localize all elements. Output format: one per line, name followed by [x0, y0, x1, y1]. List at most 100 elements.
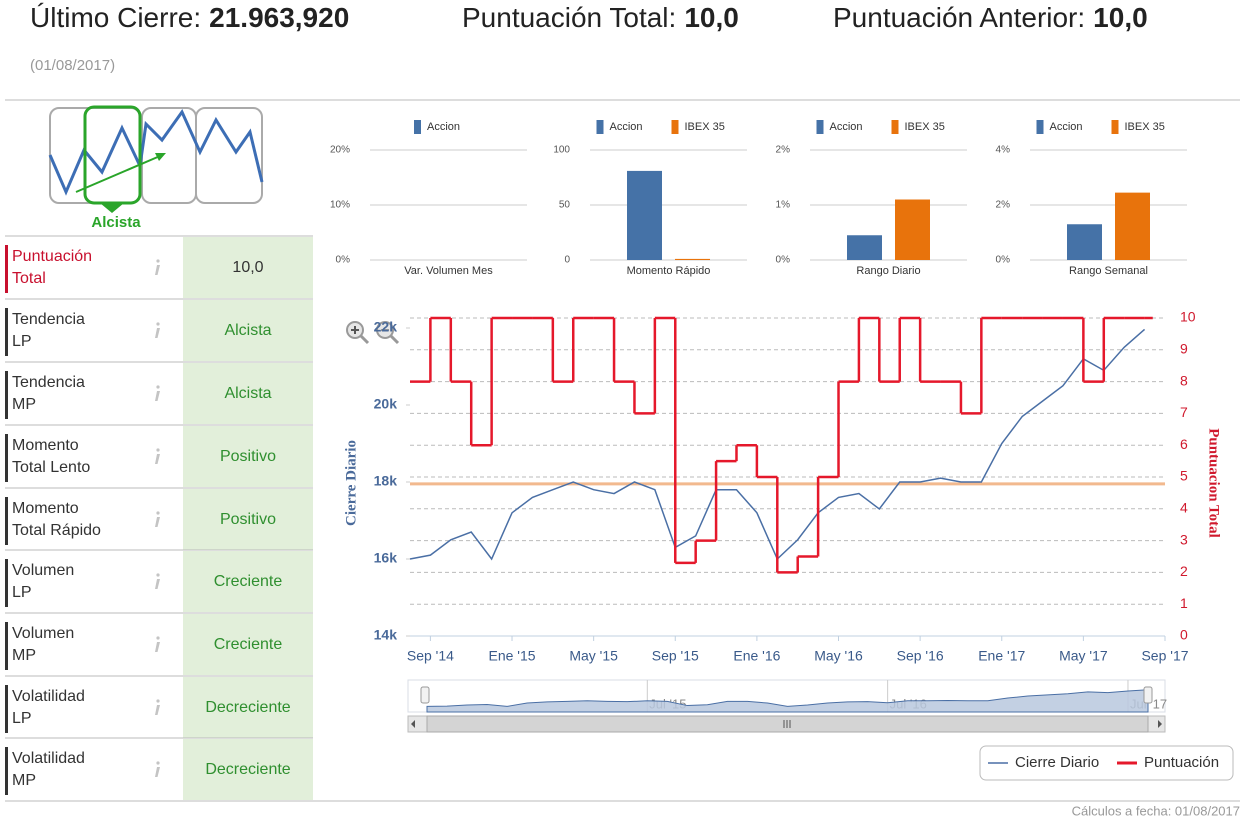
y-tick-label: 16k	[374, 550, 398, 566]
trend-label: Alcista	[91, 214, 141, 231]
y2-tick-label: 3	[1180, 531, 1188, 547]
info-icon[interactable]	[155, 385, 160, 401]
legend-label: Accion	[830, 121, 863, 133]
value-cell	[183, 489, 313, 550]
info-dot	[156, 448, 160, 452]
info-icon[interactable]	[155, 636, 160, 652]
row-marker	[5, 434, 8, 482]
y2-tick-label: 0	[1180, 627, 1188, 643]
y2-axis-title: Puntuacion Total	[1206, 428, 1222, 538]
y-tick-label: 0%	[776, 255, 791, 266]
value-cell	[183, 363, 313, 424]
legend-label[interactable]: Puntuación	[1144, 754, 1219, 771]
info-stem	[155, 391, 160, 401]
value-cell	[183, 677, 313, 738]
x-tick-label: Rango Semanal	[1069, 265, 1148, 277]
bar	[847, 235, 882, 260]
label-line: Tendencia	[12, 374, 85, 391]
y-tick-label: 20k	[374, 396, 398, 412]
footer: Cálculos a fecha: 01/08/2017	[1072, 803, 1240, 818]
legend-swatch	[1036, 120, 1044, 134]
row-label: Volumen LP	[12, 562, 74, 601]
x-tick-label: Sep '14	[407, 648, 454, 664]
y2-tick-label: 8	[1180, 372, 1188, 388]
info-dot	[156, 636, 160, 640]
info-icon[interactable]	[155, 761, 160, 777]
y-tick-label: 0	[564, 255, 570, 266]
row-label: Momento Total Lento	[12, 437, 90, 476]
info-icon[interactable]	[155, 322, 160, 338]
legend-swatch	[1111, 120, 1119, 134]
info-dot	[156, 573, 160, 577]
frame	[195, 107, 263, 204]
value-cell	[183, 300, 313, 361]
label-line: Tendencia	[12, 311, 85, 328]
row-marker	[5, 308, 8, 356]
value-cell	[183, 551, 313, 612]
label-line: Puntuación	[12, 248, 92, 265]
info-icon[interactable]	[155, 259, 160, 275]
row-label: Momento Total Rápido	[12, 500, 101, 539]
y-axis-title: Cierre Diario	[343, 440, 359, 526]
info-stem	[155, 517, 160, 527]
info-icon[interactable]	[155, 511, 160, 527]
header-line: Puntuación Anterior: 10,0	[833, 2, 1148, 33]
label-line: Volatilidad	[12, 750, 85, 767]
label-line: LP	[12, 710, 32, 727]
row-label: Tendencia LP	[12, 311, 85, 350]
legend-swatch	[816, 120, 824, 134]
info-stem	[155, 454, 160, 464]
value: 10,0	[684, 2, 739, 33]
row-value: Decreciente	[205, 699, 290, 716]
x-tick-label: Momento Rápido	[627, 265, 711, 277]
legend-swatch	[414, 120, 421, 134]
y2-tick-label: 2	[1180, 563, 1188, 579]
navigator-handle[interactable]	[1143, 686, 1153, 704]
zoom-in[interactable]	[346, 321, 370, 345]
y2-tick-label: 10	[1180, 309, 1196, 325]
header-line: Puntuación Total: 10,0	[462, 2, 739, 33]
info-icon[interactable]	[155, 699, 160, 715]
navigator-area	[426, 689, 1149, 713]
arrow	[75, 155, 161, 193]
y2-tick-label: 7	[1180, 404, 1188, 420]
y2-tick-label: 6	[1180, 436, 1188, 452]
row-marker	[5, 559, 8, 607]
row-marker	[5, 747, 8, 795]
label-line: Volumen	[12, 562, 74, 579]
info-dot	[156, 259, 160, 263]
x-tick-label: May '15	[569, 648, 618, 664]
row-value: Creciente	[214, 573, 283, 590]
y2-tick-label: 9	[1180, 341, 1188, 357]
legend-box	[979, 745, 1234, 781]
label-line: Total	[12, 270, 46, 287]
legend-label: IBEX 35	[1125, 121, 1165, 133]
legend-label: IBEX 35	[905, 121, 945, 133]
y-tick-label: 2%	[996, 200, 1011, 211]
label-line: LP	[12, 584, 32, 601]
zoom-out[interactable]	[376, 321, 400, 345]
info-icon[interactable]	[155, 448, 160, 464]
info-icon[interactable]	[155, 573, 160, 589]
info-stem	[155, 767, 160, 777]
row-label: Volatilidad MP	[12, 750, 85, 789]
y-tick-label: 0%	[336, 255, 351, 266]
navigator-handle[interactable]	[420, 686, 430, 704]
x-tick-label: Ene '15	[489, 648, 536, 664]
row-value: Positivo	[220, 511, 276, 528]
row-marker	[5, 497, 8, 545]
x-tick-label: Ene '16	[733, 648, 780, 664]
legend-label[interactable]: Cierre Diario	[1015, 754, 1099, 771]
value: 10,0	[1093, 2, 1148, 33]
row-label: Puntuación Total	[12, 248, 92, 287]
arrow-head	[155, 153, 166, 161]
info-stem	[155, 705, 160, 715]
row-value: Positivo	[220, 448, 276, 465]
info-stem	[155, 328, 160, 338]
value: 21.963,920	[209, 2, 349, 33]
y2-tick-label: 5	[1180, 468, 1188, 484]
date: (01/08/2017)	[30, 57, 115, 74]
y-tick-label: 1%	[776, 200, 791, 211]
x-tick-label: May '17	[1059, 648, 1108, 664]
